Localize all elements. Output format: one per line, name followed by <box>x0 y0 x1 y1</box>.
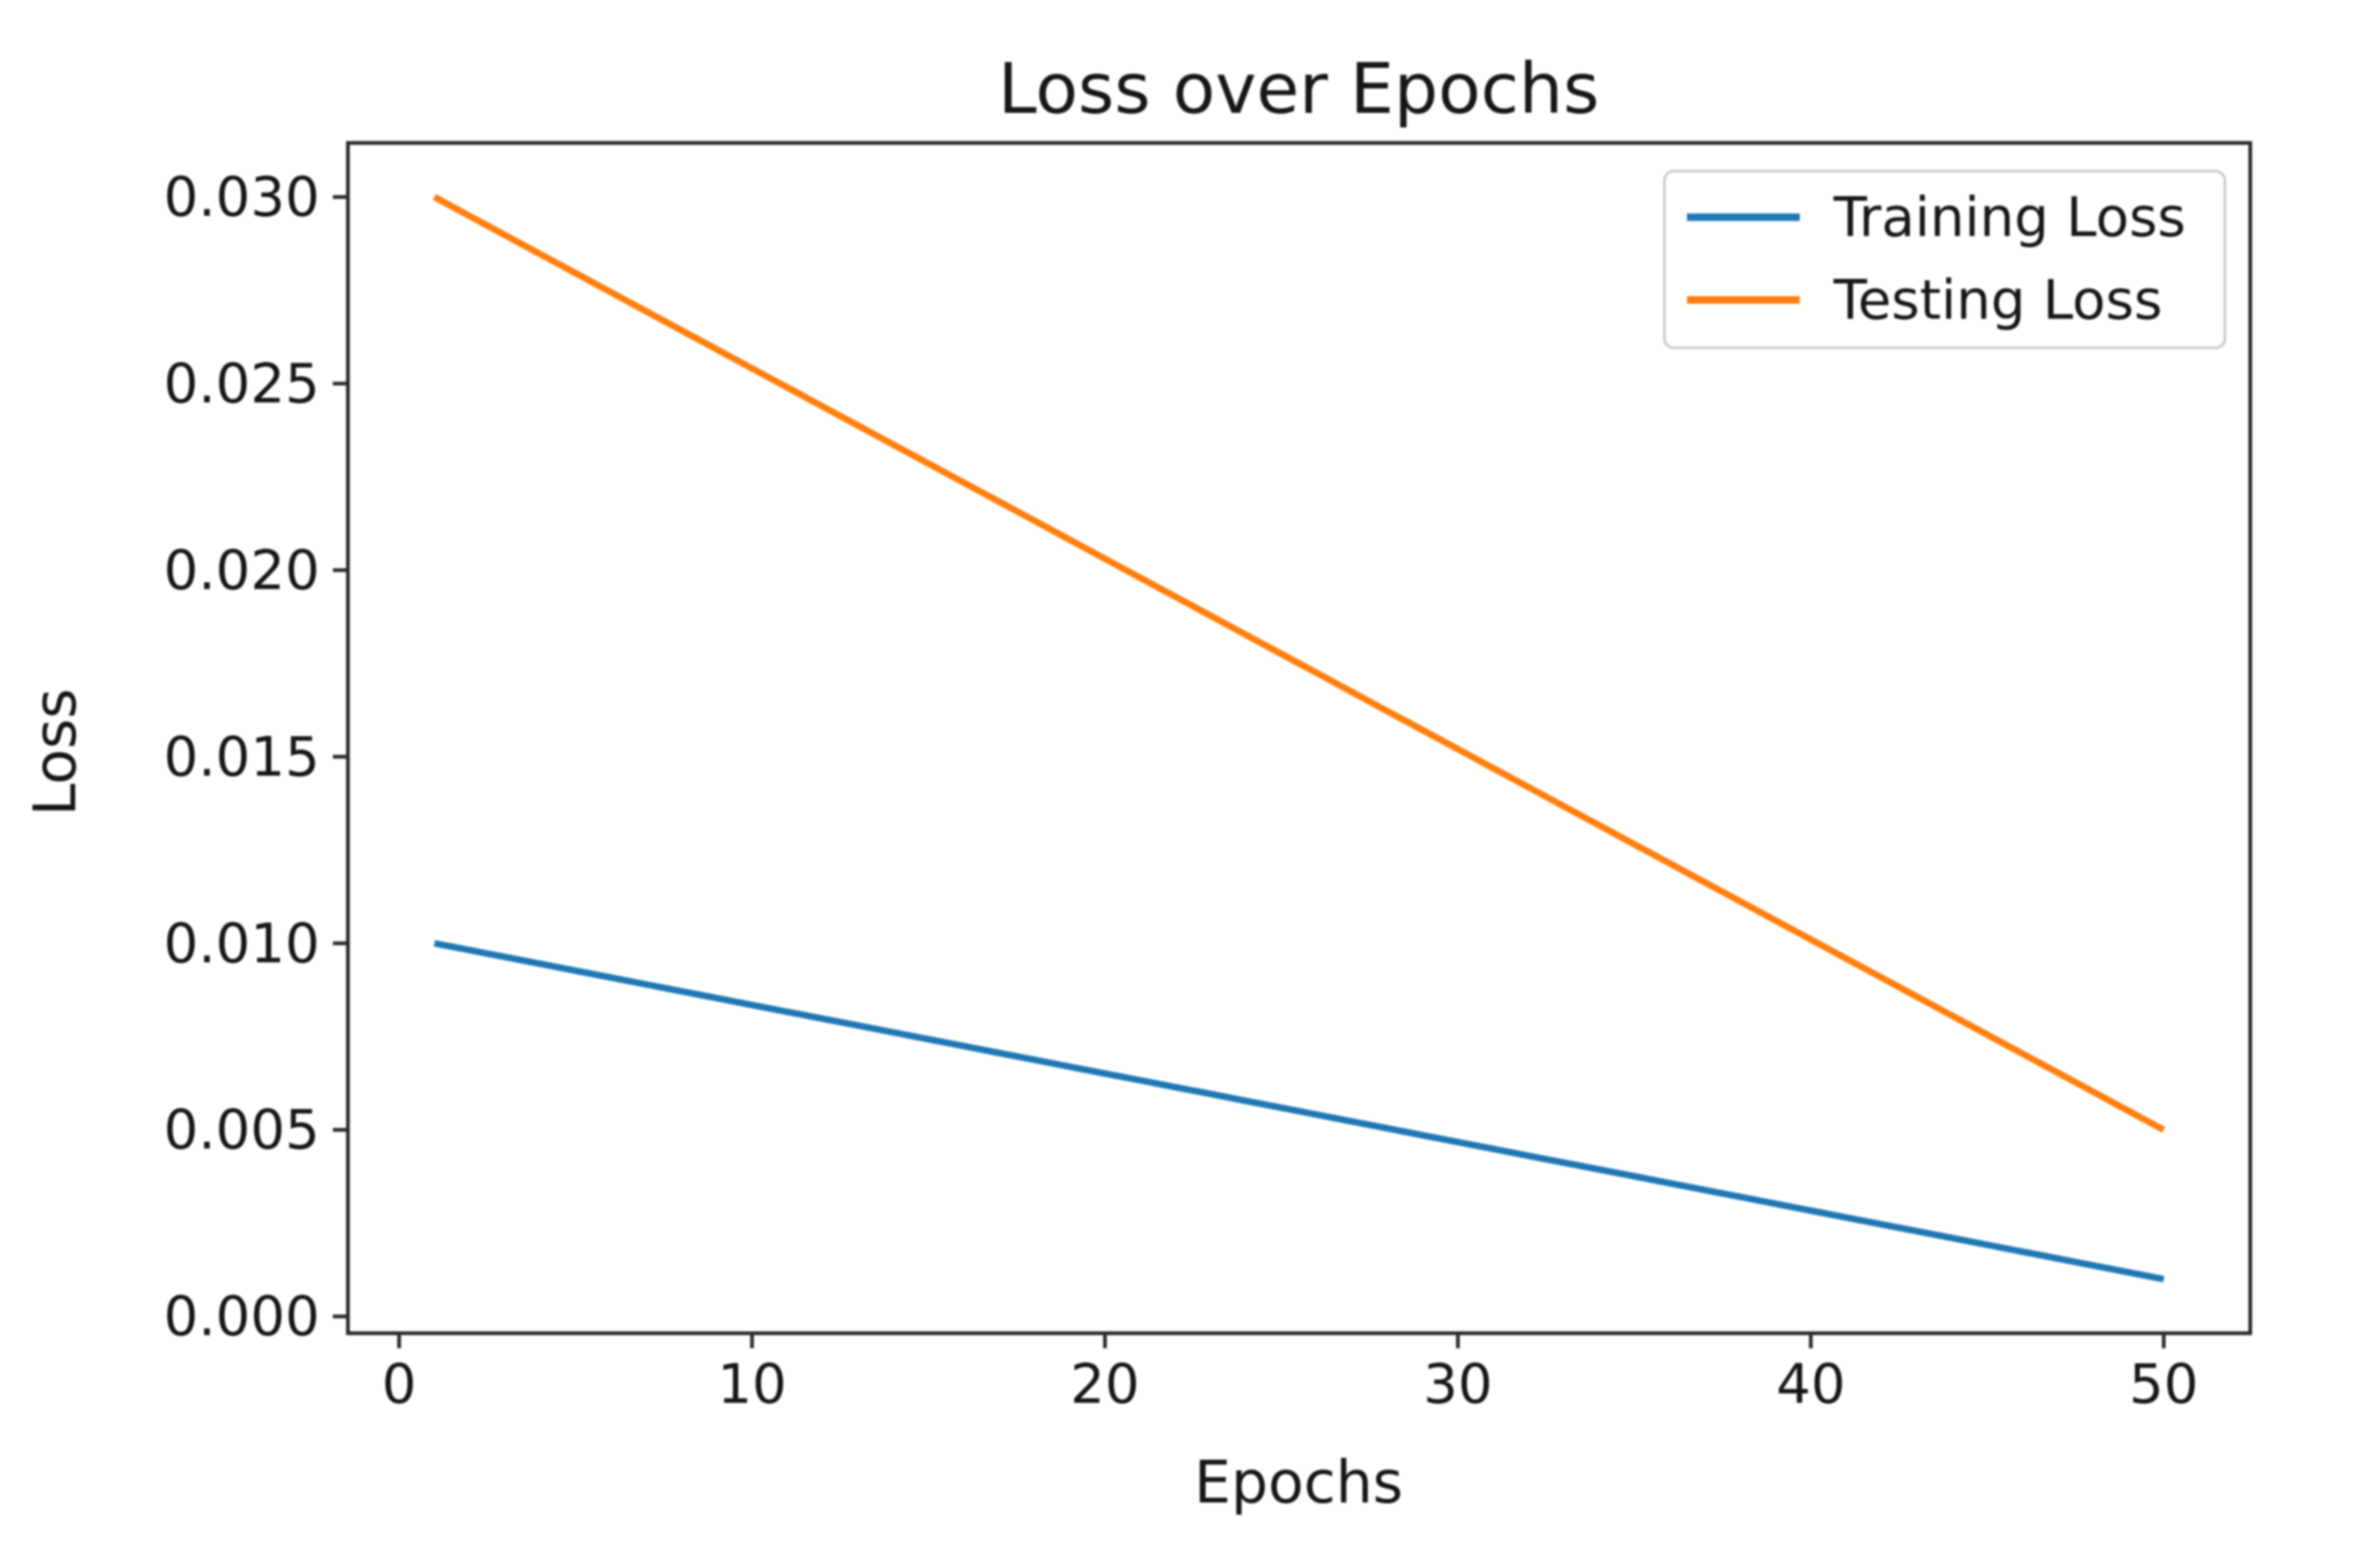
chart-title: Loss over Epochs <box>998 49 1600 130</box>
x-tick-label: 10 <box>717 1352 787 1416</box>
y-tick-label: 0.015 <box>164 725 320 789</box>
x-axis: 0 10 20 30 40 50 <box>382 1333 2199 1416</box>
testing-loss-line <box>433 194 2166 1133</box>
y-tick-label: 0.030 <box>164 165 320 229</box>
x-tick-label: 30 <box>1423 1352 1492 1416</box>
y-axis-label: Loss <box>21 688 89 816</box>
axes-frame <box>346 141 2252 1335</box>
training-loss-line <box>433 939 2165 1282</box>
y-tick-label: 0.010 <box>164 911 320 975</box>
x-tick-label: 20 <box>1070 1352 1140 1416</box>
legend: Training Loss Testing Loss <box>1663 169 2227 350</box>
y-tick-label: 0.025 <box>164 352 320 416</box>
y-tick-label: 0.020 <box>164 538 320 602</box>
y-tick-label: 0.005 <box>164 1098 320 1162</box>
y-tick-label: 0.000 <box>164 1284 320 1348</box>
x-tick-label: 0 <box>382 1352 417 1416</box>
x-tick-label: 50 <box>2129 1352 2199 1416</box>
legend-label-testing-loss: Testing Loss <box>1833 268 2163 332</box>
legend-label-training-loss: Training Loss <box>1833 185 2186 249</box>
x-axis-label: Epochs <box>1194 1448 1403 1517</box>
plot-series <box>433 194 2166 1282</box>
x-tick-label: 40 <box>1776 1352 1846 1416</box>
y-axis: 0.000 0.005 0.010 0.015 0.020 0.025 0.030 <box>164 165 348 1348</box>
legend-frame <box>1663 169 2227 350</box>
